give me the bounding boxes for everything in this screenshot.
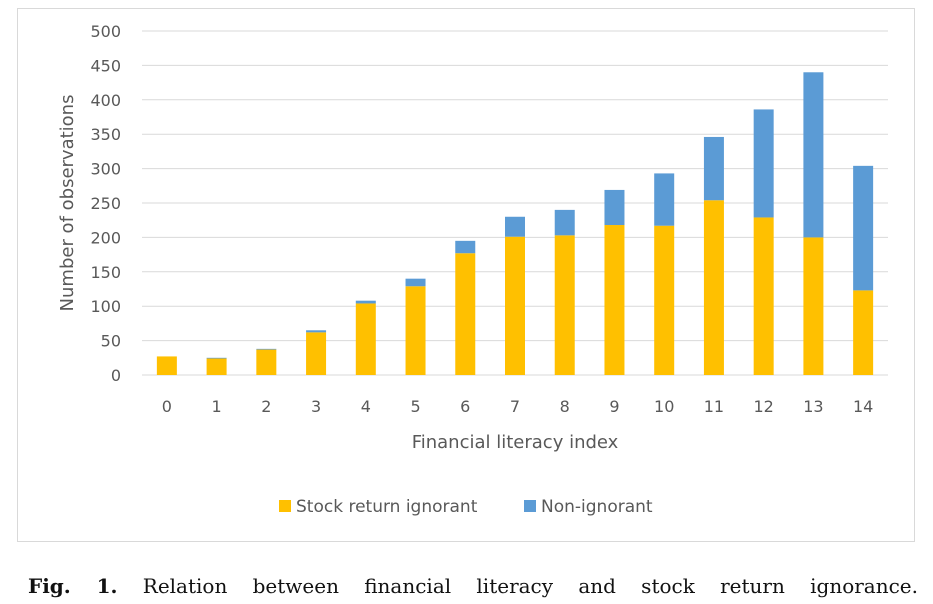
bar-segment-ignorant [405, 286, 426, 375]
bar-segment-ignorant [206, 358, 227, 375]
bar-segment-ignorant [505, 236, 525, 375]
x-tick-label: 1 [212, 397, 222, 416]
x-tick-label: 4 [361, 397, 371, 416]
x-axis-title: Financial literacy index [412, 432, 619, 453]
y-tick-label: 50 [101, 332, 121, 351]
bar-segment-non-ignorant [405, 278, 426, 287]
caption-label: Fig. 1. [28, 574, 118, 598]
caption-text: Relation between financial literacy and … [142, 574, 918, 598]
bar-segment-ignorant [306, 332, 327, 375]
bar-segment-non-ignorant [803, 72, 824, 238]
x-tick-label: 8 [560, 397, 570, 416]
bar-segment-non-ignorant [306, 330, 327, 333]
bar-segment-non-ignorant [505, 216, 525, 237]
y-tick-label: 350 [90, 125, 121, 144]
legend-swatch [279, 500, 291, 512]
x-tick-label: 13 [803, 397, 823, 416]
bar-segment-ignorant [803, 237, 824, 375]
figure-caption: Fig. 1. Relation between financial liter… [28, 574, 918, 604]
y-tick-label: 500 [90, 22, 121, 41]
y-axis-ticks: 0 50 100 150 200 250 300 350 400 450 500 [90, 22, 121, 385]
x-tick-label: 9 [609, 397, 619, 416]
bar-segment-ignorant [256, 349, 277, 375]
y-tick-label: 300 [90, 160, 121, 179]
legend-label: Stock return ignorant [296, 497, 478, 517]
bar-segment-ignorant [355, 303, 376, 375]
bar-segment-ignorant [853, 290, 874, 375]
x-tick-label: 12 [753, 397, 773, 416]
bar-segment-ignorant [654, 225, 675, 375]
x-tick-label: 0 [162, 397, 172, 416]
legend-label: Non-ignorant [541, 497, 653, 517]
x-tick-label: 10 [654, 397, 674, 416]
legend-item-ignorant: Stock return ignorant [279, 497, 478, 517]
x-tick-label: 2 [261, 397, 271, 416]
legend-swatch [524, 500, 536, 512]
x-tick-label: 7 [510, 397, 520, 416]
bar-segment-non-ignorant [654, 173, 675, 226]
legend-item-non-ignorant: Non-ignorant [524, 497, 653, 517]
bar-segment-ignorant [703, 200, 724, 375]
y-tick-label: 450 [90, 56, 121, 75]
x-tick-label: 3 [311, 397, 321, 416]
bar-segment-non-ignorant [753, 109, 774, 218]
bar-segment-non-ignorant [355, 300, 376, 304]
bar-segment-non-ignorant [703, 136, 724, 201]
bar-segment-non-ignorant [206, 357, 227, 359]
y-tick-label: 250 [90, 194, 121, 213]
bar-segment-non-ignorant [853, 165, 874, 291]
bar-segment-non-ignorant [604, 189, 625, 226]
x-tick-label: 5 [410, 397, 420, 416]
bar-segment-ignorant [455, 253, 476, 375]
bar-segment-ignorant [753, 217, 774, 375]
y-tick-label: 0 [111, 366, 121, 385]
y-tick-label: 200 [90, 228, 121, 247]
legend: Stock return ignorant Non-ignorant [279, 497, 653, 517]
x-tick-label: 6 [460, 397, 470, 416]
bar-segment-non-ignorant [256, 348, 277, 350]
bar-segment-ignorant [604, 225, 625, 375]
bar-segment-non-ignorant [554, 209, 575, 236]
x-tick-label: 14 [853, 397, 873, 416]
y-tick-label: 100 [90, 297, 121, 316]
x-axis-ticks: 0 1 2 3 4 5 6 7 8 9 10 11 12 13 14 [162, 397, 874, 416]
y-tick-label: 150 [90, 263, 121, 282]
y-tick-label: 400 [90, 91, 121, 110]
bars [156, 72, 874, 375]
bar-segment-ignorant [554, 235, 575, 375]
bar-segment-non-ignorant [455, 240, 476, 254]
bar-segment-ignorant [156, 356, 177, 375]
x-tick-label: 11 [704, 397, 724, 416]
y-axis-title: Number of observations [57, 95, 78, 312]
